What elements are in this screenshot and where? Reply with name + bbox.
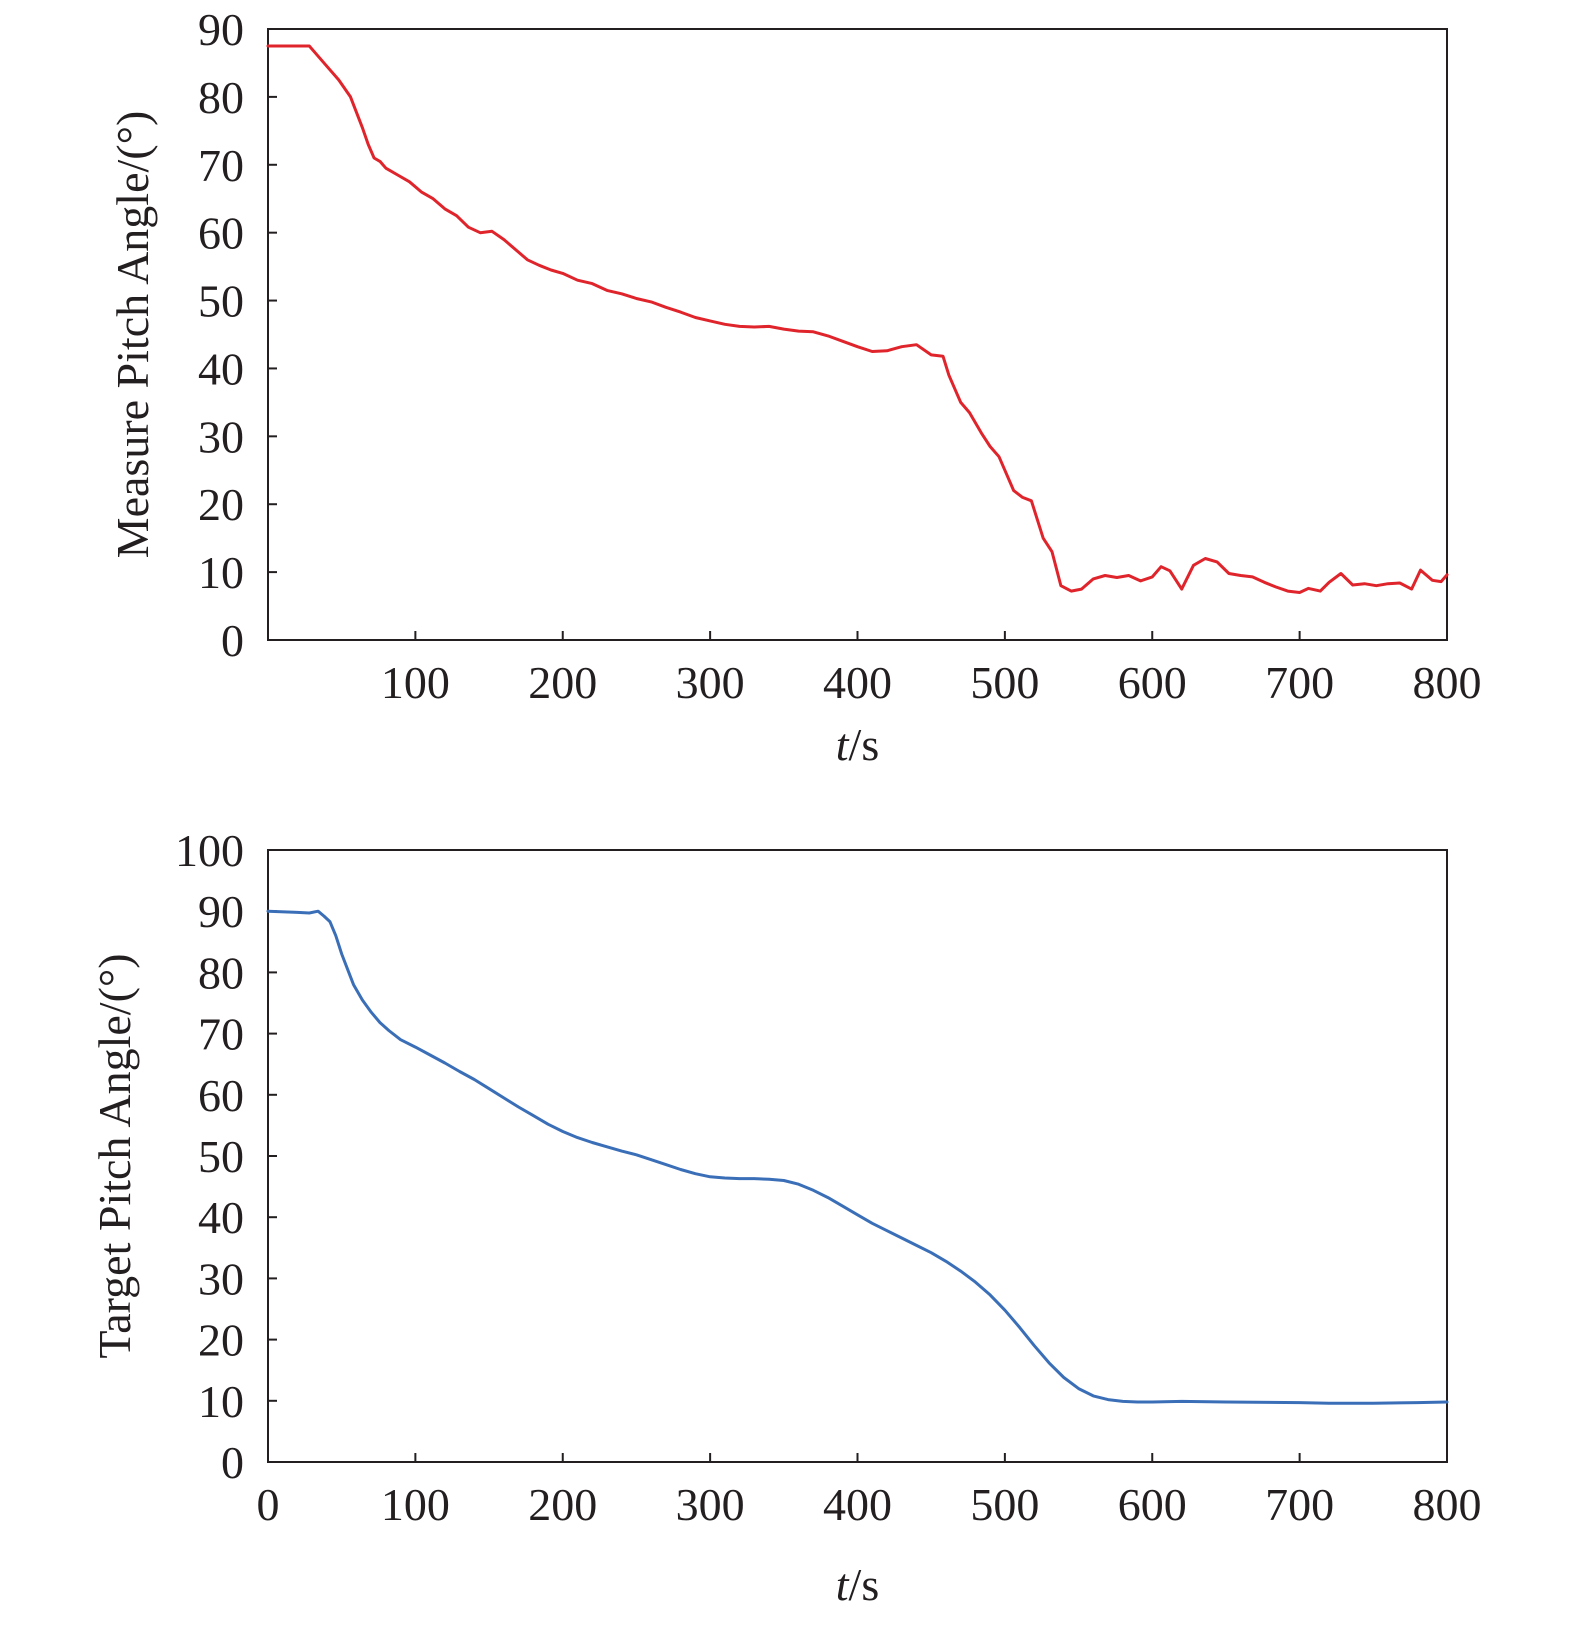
y-tick-label: 10 [198, 1376, 244, 1427]
x-tick-label: 400 [823, 1479, 892, 1530]
y-tick-label: 10 [198, 547, 244, 598]
y-tick-label: 60 [198, 208, 244, 259]
y-tick-label: 50 [198, 1131, 244, 1182]
y-tick-label: 40 [198, 1192, 244, 1243]
x-axis-title-var: t [836, 1559, 850, 1610]
series-line-0 [266, 44, 1449, 594]
x-tick-label: 0 [257, 1479, 280, 1530]
x-tick-label: 500 [970, 1479, 1039, 1530]
y-tick-label: 90 [198, 4, 244, 55]
y-tick-label: 20 [198, 1315, 244, 1366]
x-tick-label: 400 [823, 657, 892, 708]
x-tick-label: 800 [1413, 1479, 1482, 1530]
x-tick-label: 200 [528, 657, 597, 708]
x-tick-label: 100 [381, 657, 450, 708]
y-tick-label: 80 [198, 72, 244, 123]
measure-pitch-chart: 100 200 300 400 500 600 700 800 0 10 20 30 40 50 60 70 8… [107, 4, 1482, 770]
x-tick-label: 700 [1265, 1479, 1334, 1530]
x-axis-title-var: t [836, 719, 850, 770]
y-tick-label: 90 [198, 886, 244, 937]
y-axis-title: Target Pitch Angle/(°) [89, 953, 140, 1358]
x-tick-label: 500 [970, 657, 1039, 708]
y-tick-label: 70 [198, 140, 244, 191]
x-tick-label: 300 [676, 657, 745, 708]
x-axis-title: t/s [836, 719, 879, 770]
y-tick-label: 70 [198, 1009, 244, 1060]
y-tick-label: 30 [198, 1253, 244, 1304]
y-axis-title: Measure Pitch Angle/(°) [107, 111, 158, 559]
plot-frame [267, 28, 1448, 641]
y-tick-label: 0 [221, 615, 244, 666]
y-tick-label: 80 [198, 947, 244, 998]
x-tick-label: 800 [1413, 657, 1482, 708]
y-tick-label: 50 [198, 276, 244, 327]
x-tick-label: 700 [1265, 657, 1334, 708]
target-pitch-chart: 0 100 200 300 400 500 600 700 800 0 10 20 30 40 50 60 70… [89, 825, 1482, 1610]
x-tick-label: 200 [528, 1479, 597, 1530]
y-tick-label: 40 [198, 343, 244, 394]
x-axis-title: t/s [836, 1559, 879, 1610]
plot-frame [267, 849, 1448, 1463]
x-tick-label: 600 [1118, 657, 1187, 708]
x-axis-title-unit: /s [849, 719, 880, 770]
y-tick-label: 0 [221, 1437, 244, 1488]
y-tick-label: 100 [175, 825, 244, 876]
series-line-0 [266, 909, 1449, 1405]
y-tick-label: 60 [198, 1070, 244, 1121]
y-tick-label: 20 [198, 479, 244, 530]
y-tick-label: 30 [198, 411, 244, 462]
x-tick-label: 300 [676, 1479, 745, 1530]
x-tick-label: 600 [1118, 1479, 1187, 1530]
x-axis-title-unit: /s [849, 1559, 880, 1610]
x-tick-label: 100 [381, 1479, 450, 1530]
